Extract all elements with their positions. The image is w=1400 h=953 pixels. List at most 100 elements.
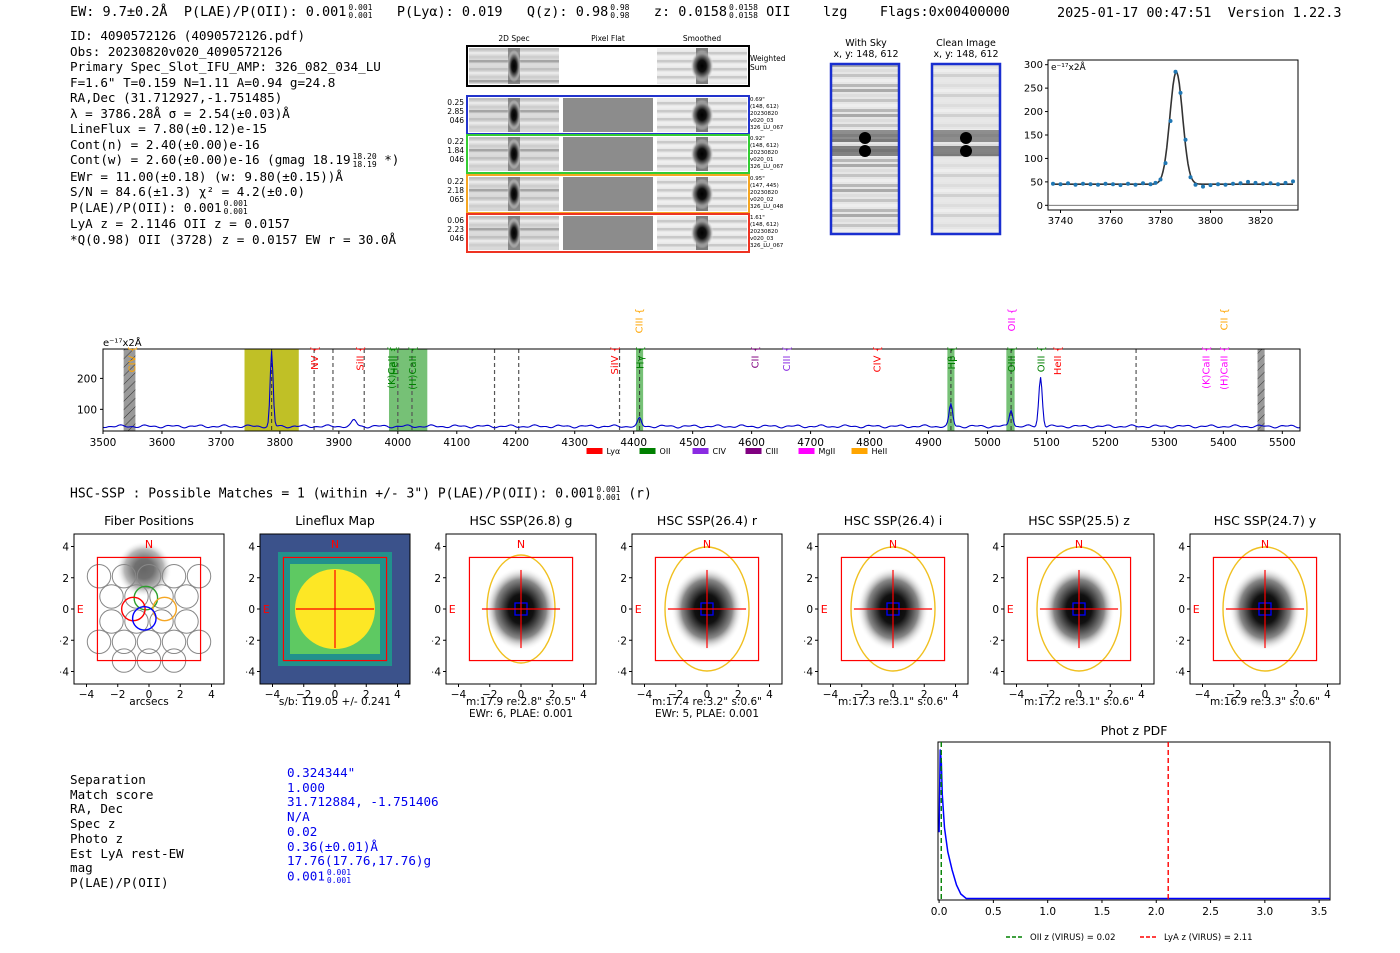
x-tick-label: 5400 (1210, 437, 1237, 449)
x-tick-label: 0.0 (931, 906, 948, 918)
sky-band (932, 159, 1000, 162)
fiber-circle (174, 584, 199, 609)
line-label: OII { (1007, 308, 1018, 331)
panel-image: N E −4 −4 −2 −2 0 0 2 2 4 4 (432, 533, 597, 701)
fiber-circle (161, 629, 187, 655)
x-tick-label: 0 (890, 689, 897, 701)
match-value-ew: 0.36(±0.01)Å (287, 838, 378, 854)
sky-source (859, 145, 871, 157)
sky-band (831, 99, 899, 102)
hsc-title: HSC-SSP : Possible Matches = 1 (within +… (70, 486, 652, 502)
line-label: HeII { (390, 346, 401, 375)
compass-e: E (77, 603, 84, 616)
match-value-mag: 17.76(17.76,17.76)g (287, 853, 432, 869)
panel-caption-line1: s/b: 119.05 +/- 0.241 (278, 696, 392, 708)
x-tick-label: 3740 (1048, 216, 1073, 227)
line-label: CIV { (127, 346, 138, 372)
data-point (1058, 182, 1063, 187)
legend-swatch (586, 448, 603, 454)
header-plya: P(Lyα): 0.019 (396, 4, 503, 20)
info-slot: Primary Spec_Slot_IFU_AMP: 326_082_034_L… (70, 59, 381, 74)
panel-image: N E −4 −4 −2 −2 0 0 2 2 4 4 (246, 533, 411, 701)
data-point (1231, 181, 1235, 186)
y-axis-label: e⁻¹⁷x2Å (1051, 61, 1087, 73)
cutout-blob (690, 178, 714, 210)
cutout-smooth-0 (657, 98, 747, 132)
hsc-title-lo: 0.001 (596, 493, 621, 502)
cutout-left-values: 0.22 1.84 046 (440, 137, 464, 164)
header-z-hi: 0.0158 (729, 3, 758, 12)
sky-band (932, 69, 1000, 72)
pixel-flat-cell (563, 177, 653, 211)
cutout-2d-2 (469, 177, 559, 211)
cutout-right-value: 20230820 (750, 111, 778, 117)
compass-n: N (889, 538, 897, 551)
x-tick-label: 5200 (1092, 437, 1119, 449)
data-point (1103, 181, 1108, 186)
x-tick-label: 5100 (1033, 437, 1060, 449)
x-tick-label: −2 (482, 689, 497, 701)
sky-band (932, 64, 1000, 67)
x-tick-label: 4 (1324, 689, 1331, 701)
sky-band (831, 194, 899, 197)
x-tick-label: −4 (1009, 689, 1025, 701)
data-point (1178, 90, 1183, 95)
sky-band (932, 164, 1000, 167)
fiber-circle (136, 629, 162, 655)
header-timestamp: 2025-01-17 00:47:51 (1057, 5, 1212, 21)
cutout-blob (507, 138, 521, 170)
lya-window (244, 349, 299, 431)
legend-label: HeII (872, 447, 888, 456)
sky-band (932, 114, 1000, 117)
data-point (1268, 181, 1273, 186)
panel-image: N E −4 −4 −2 −2 0 0 2 2 4 4 (60, 533, 225, 701)
full-spectrum-chart: 100 200 3500 3600 3700 3800 3900 4000 4100 4200 43… (77, 308, 1301, 456)
hsc-panel: HSC SSP(26.4) i N E −4 −4 −2 −2 0 0 2 2 4 4 m:17.3 re… (804, 508, 974, 723)
compass-n: N (703, 538, 711, 551)
panel-title: HSC SSP(26.4) i (843, 513, 943, 528)
y-tick-label: 2 (248, 573, 255, 585)
fiber-circle (174, 609, 199, 634)
y-tick-label: 4 (620, 542, 627, 554)
panel-caption: m:17.3 re:3.1" s:0.6" (808, 696, 978, 708)
y-tick-label: 2 (806, 573, 813, 585)
compass-e: E (821, 603, 828, 616)
x-tick-label: 3820 (1248, 216, 1273, 227)
pixel-flat-cell (563, 137, 653, 171)
spectrum-line (102, 351, 1301, 429)
panel-caption-line1: m:17.2 re:3.1" s:0.6" (1024, 696, 1134, 708)
x-tick-label: −4 (1195, 689, 1211, 701)
sky-band (831, 214, 899, 217)
cutout-blob (507, 99, 521, 131)
sky-band (831, 224, 899, 227)
x-tick-label: 4 (580, 689, 587, 701)
y-tick-label: −4 (432, 667, 441, 679)
compass-n: N (517, 538, 525, 551)
info-plae-text: P(LAE)/P(OII): 0.001 (70, 199, 222, 215)
fiber-circle (86, 563, 112, 589)
data-point (1173, 69, 1178, 74)
match-label-specz: Spec z (70, 816, 116, 832)
sky-source (960, 132, 972, 144)
col-smoothed: Smoothed (682, 34, 722, 43)
x-tick-label: 2 (921, 689, 928, 701)
line-label: NV { (310, 346, 321, 370)
compass-e: E (1193, 603, 1200, 616)
header-version: Version 1.22.3 (1227, 5, 1342, 21)
line-label: OIII { (1007, 346, 1018, 372)
x-tick-label: 4400 (620, 437, 647, 449)
x-tick-label: 3800 (1198, 216, 1223, 227)
sky-source (859, 132, 871, 144)
info-contn: Cont(n) = 2.40(±0.00)e-16 (70, 136, 260, 152)
y-tick-label: 4 (62, 542, 69, 554)
legend-swatch (798, 448, 815, 454)
hsc-title-text: HSC-SSP : Possible Matches = 1 (within +… (70, 486, 595, 502)
x-tick-label: 3600 (149, 437, 176, 449)
data-point (1291, 179, 1295, 184)
panel-image: N E −4 −4 −2 −2 0 0 2 2 4 4 (990, 533, 1155, 701)
panel-caption: m:17.4 re:3.2" s:0.6" EWr: 5, PLAE: 0.001 (622, 696, 792, 720)
sky-band (932, 179, 1000, 182)
sky-band (831, 104, 899, 107)
y-tick-label: 4 (248, 542, 255, 554)
